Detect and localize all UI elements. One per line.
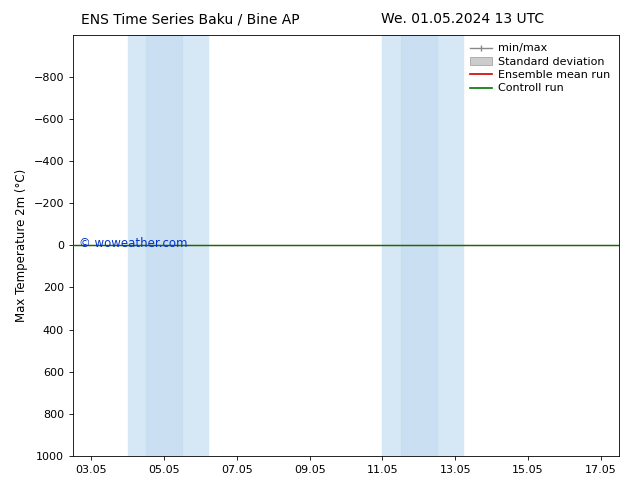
Bar (146, 35, 182, 456)
Legend: min/max, Standard deviation, Ensemble mean run, Controll run: min/max, Standard deviation, Ensemble me… (467, 40, 614, 97)
Text: We. 01.05.2024 13 UTC: We. 01.05.2024 13 UTC (381, 12, 545, 26)
Bar (382, 35, 463, 456)
Text: © woweather.com: © woweather.com (79, 237, 187, 250)
Y-axis label: Max Temperature 2m (°C): Max Temperature 2m (°C) (15, 169, 28, 322)
Bar (401, 35, 437, 456)
Bar (127, 35, 208, 456)
Text: ENS Time Series Baku / Bine AP: ENS Time Series Baku / Bine AP (81, 12, 299, 26)
